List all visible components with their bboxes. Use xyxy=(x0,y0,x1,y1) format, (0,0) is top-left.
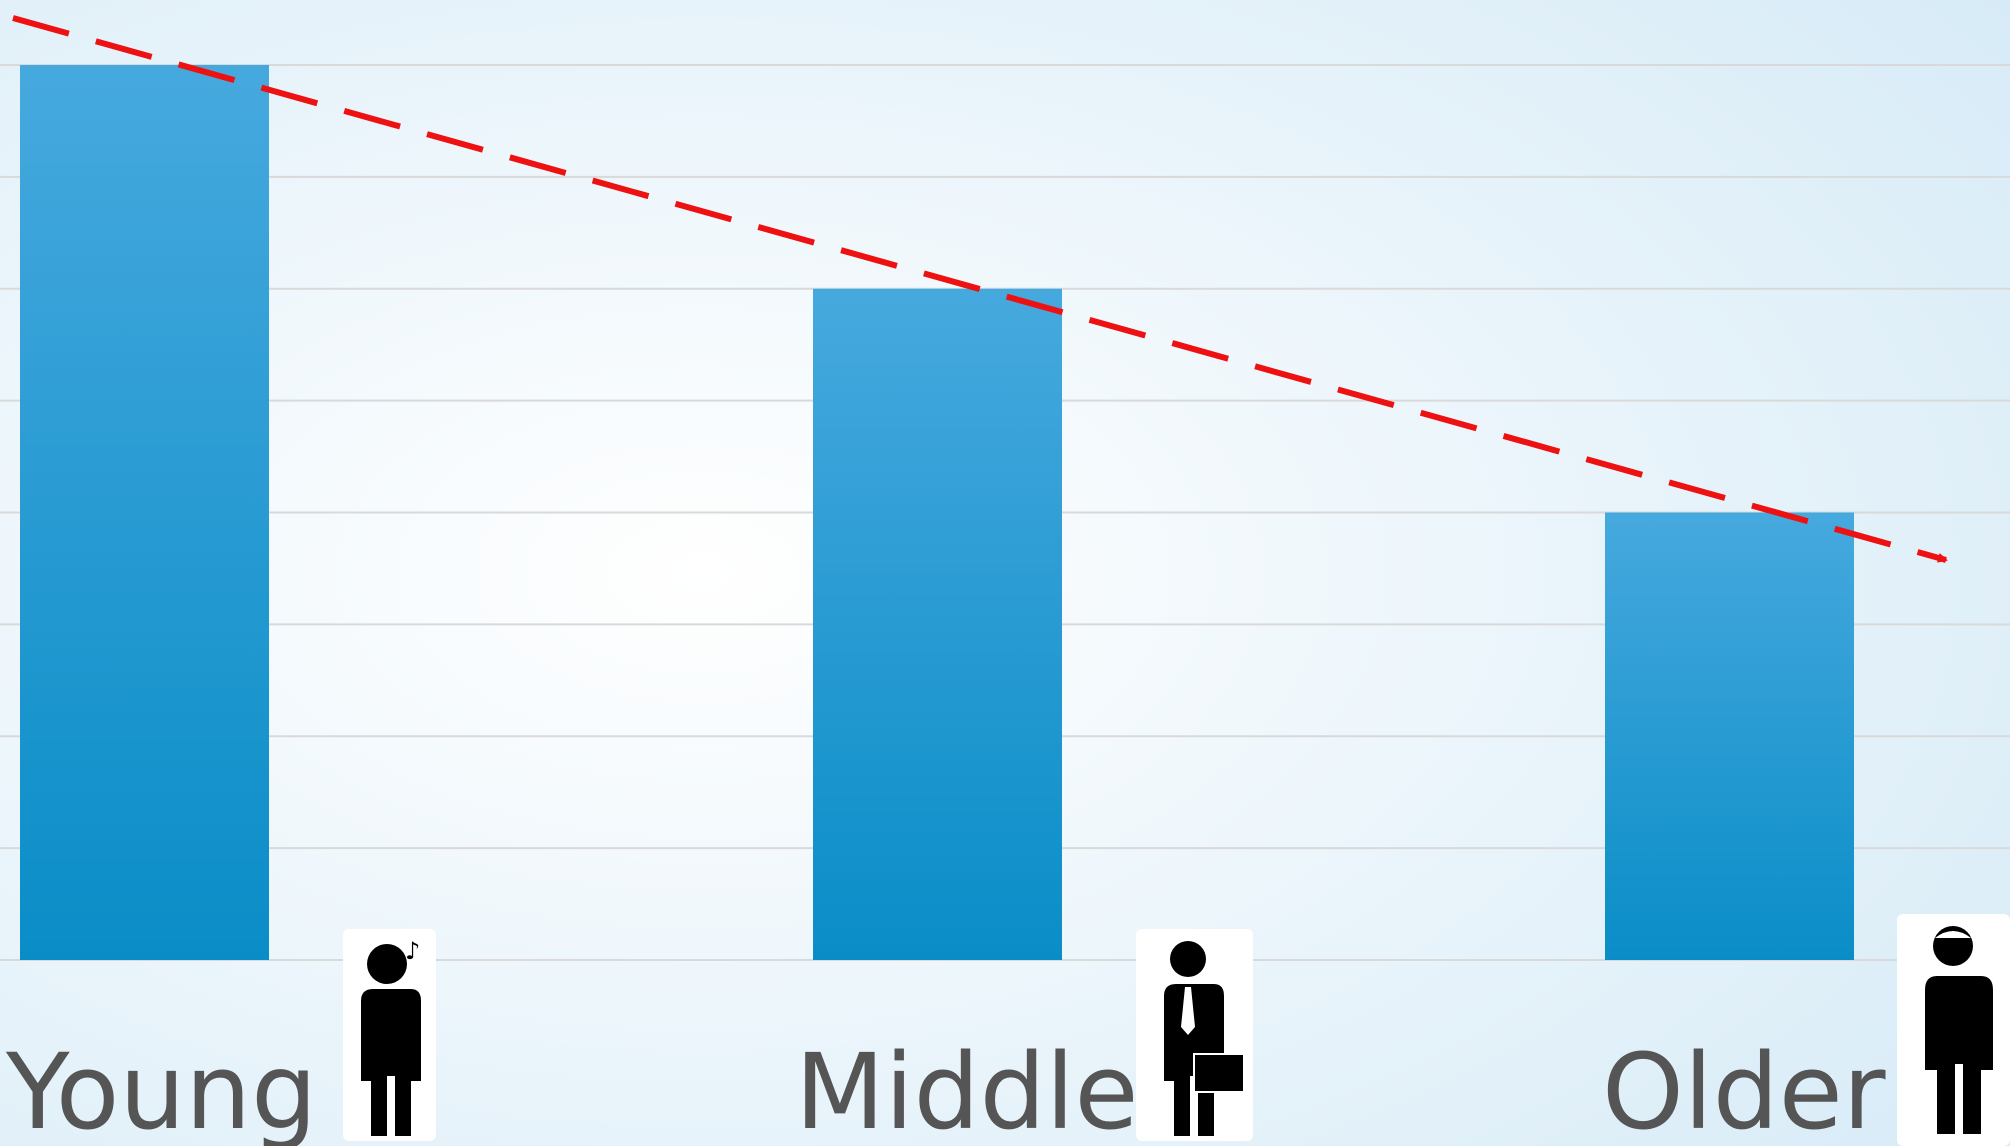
svg-text:♪: ♪ xyxy=(405,937,420,965)
older-person-icon xyxy=(1897,914,2010,1146)
x-tick-label: Young xyxy=(5,1031,317,1146)
middle-person-icon xyxy=(1136,929,1253,1141)
young-person-icon: ♪ xyxy=(343,929,436,1141)
x-tick-label: Middle xyxy=(795,1031,1139,1146)
bar xyxy=(813,288,1062,960)
bar xyxy=(20,65,269,960)
bar xyxy=(1605,512,1854,960)
x-tick-label: Older xyxy=(1602,1031,1886,1146)
trend-arrow xyxy=(12,15,1948,563)
person-icons: ♪ xyxy=(343,914,2010,1146)
